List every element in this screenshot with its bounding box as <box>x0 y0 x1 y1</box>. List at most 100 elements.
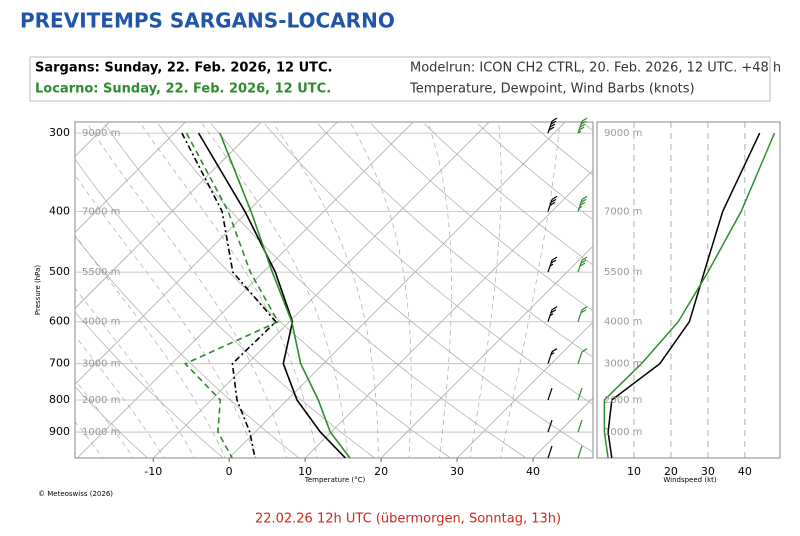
wind-barb <box>578 118 587 133</box>
wind-barb <box>578 307 587 322</box>
dry-adiabat <box>158 124 526 458</box>
barb-shape <box>548 446 552 458</box>
copyright: © Meteoswiss (2026) <box>38 490 113 498</box>
dry-adiabat <box>744 124 800 458</box>
barb-shape <box>578 420 582 432</box>
height-label: 4000 m <box>604 317 642 328</box>
x-tick-label: -10 <box>144 465 162 478</box>
isotherm <box>1 122 337 458</box>
height-label: 9000 m <box>82 128 120 139</box>
height-label: 5500 m <box>82 267 120 278</box>
moist-adiabat <box>0 124 166 461</box>
barb-shape <box>548 118 557 133</box>
height-label: 3000 m <box>604 359 642 370</box>
modelrun: Modelrun: ICON CH2 CTRL, 20. Feb. 2026, … <box>410 61 781 76</box>
isotherm <box>77 122 413 458</box>
barb-shape <box>548 307 557 322</box>
locarno-run: Locarno: Sunday, 22. Feb. 2026, 12 UTC. <box>35 82 331 97</box>
wind-barb <box>548 420 552 432</box>
dry-adiabat <box>0 124 148 458</box>
dry-adiabat <box>371 124 800 458</box>
profiles <box>182 133 350 458</box>
isotherm <box>0 122 34 458</box>
wind-barb <box>578 196 587 211</box>
height-label: 7000 m <box>82 206 120 217</box>
wind-barb <box>548 257 557 272</box>
dry-adiabat <box>425 124 800 458</box>
dry-adiabat <box>51 124 374 458</box>
dry-adiabat <box>531 124 800 458</box>
wind-axis-label: Windspeed (kt) <box>663 476 716 484</box>
caption: 22.02.26 12h UTC (übermorgen, Sonntag, 1… <box>255 512 561 527</box>
wind-barb <box>548 118 557 133</box>
height-label: 1000 m <box>82 427 120 438</box>
y-tick-label: 400 <box>49 204 70 217</box>
moist-adiabat <box>88 124 288 461</box>
moist-adiabat <box>274 124 379 461</box>
wind-line <box>604 133 774 458</box>
barb-shape <box>578 446 582 458</box>
background-lines <box>0 122 800 461</box>
barb-shape <box>578 349 587 364</box>
barb-shape <box>578 196 587 211</box>
isotherm <box>457 122 793 458</box>
moist-adiabat <box>0 124 105 461</box>
moist-adiabat <box>42 124 257 461</box>
height-label: 7000 m <box>604 206 642 217</box>
dry-adiabat <box>584 124 800 458</box>
isotherm <box>0 122 185 458</box>
wind-barb <box>578 446 582 458</box>
barb-shape <box>578 118 587 133</box>
x-tick-label: 40 <box>738 465 752 478</box>
isotherm <box>305 122 641 458</box>
barb-shape <box>548 420 552 432</box>
wind-barb <box>548 349 557 364</box>
height-label: 9000 m <box>604 128 642 139</box>
height-label: 1000 m <box>604 427 642 438</box>
isotherm <box>533 122 800 458</box>
height-label: 2000 m <box>82 395 120 406</box>
height-label: 3000 m <box>82 359 120 370</box>
x-axis-label: Temperature (°C) <box>304 476 366 484</box>
wind-barb <box>548 388 552 400</box>
barb-shape <box>548 388 552 400</box>
y-tick-label: 500 <box>49 265 70 278</box>
x-tick-label: 30 <box>450 465 464 478</box>
x-tick-label: 0 <box>226 465 233 478</box>
isotherm <box>609 122 800 458</box>
page-title: PREVITEMPS SARGANS-LOCARNO <box>20 9 395 33</box>
y-tick-label: 300 <box>49 126 70 139</box>
dry-adiabat <box>105 124 451 458</box>
y-tick-label: 600 <box>49 315 70 328</box>
dry-adiabat <box>691 124 800 458</box>
y-tick-label: 700 <box>49 357 70 370</box>
wind-line <box>608 133 760 458</box>
moist-adiabat <box>351 124 411 461</box>
wind-barb <box>578 388 582 400</box>
barb-shape <box>548 257 557 272</box>
dry-adiabat <box>638 124 800 458</box>
x-tick-label: 40 <box>526 465 540 478</box>
wind-profiles <box>604 122 774 458</box>
height-label: 4000 m <box>82 317 120 328</box>
wind-barb <box>578 420 582 432</box>
height-label: 5500 m <box>604 267 642 278</box>
moist-adiabat <box>203 124 349 461</box>
moist-adiabat <box>470 124 502 461</box>
barb-shape <box>578 388 582 400</box>
y-tick-label: 800 <box>49 393 70 406</box>
wind-barb <box>548 307 557 322</box>
height-label: 2000 m <box>604 395 642 406</box>
y-tick-label: 900 <box>49 425 70 438</box>
wind-frame <box>597 122 780 458</box>
y-axis-label: Pressure (hPa) <box>34 265 42 315</box>
barb-shape <box>548 349 557 364</box>
dry-adiabat <box>265 124 678 458</box>
profile-line <box>199 133 346 458</box>
wind-barb <box>548 446 552 458</box>
dry-adiabat <box>211 124 602 458</box>
barb-shape <box>578 307 587 322</box>
